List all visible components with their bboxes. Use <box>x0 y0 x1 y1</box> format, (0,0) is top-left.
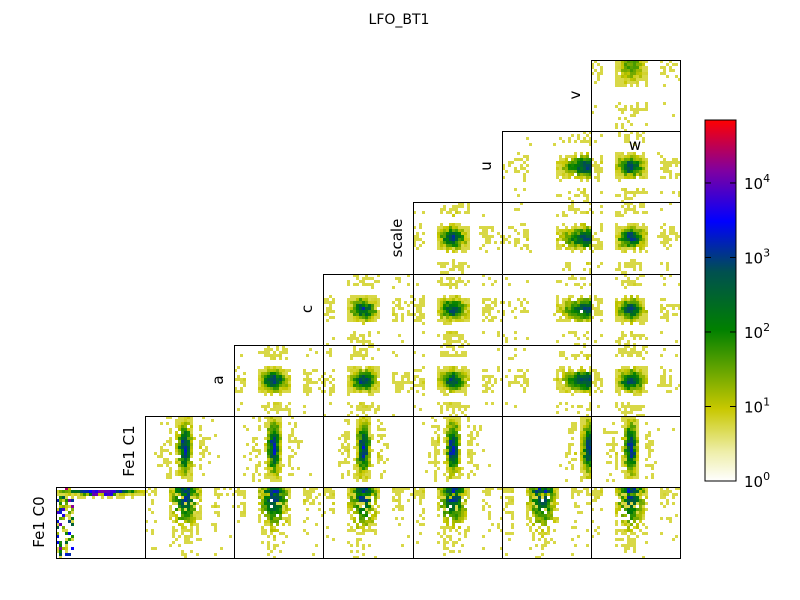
parameter-label: scale <box>388 219 406 258</box>
colorbar-gradient <box>704 119 737 482</box>
colorbar-tick-label: 102 <box>744 321 770 342</box>
parameter-label: u <box>477 161 495 171</box>
histogram-panel <box>591 416 681 488</box>
histogram-panel <box>145 416 235 488</box>
histogram-panel <box>502 131 592 203</box>
histogram-panel <box>591 60 681 132</box>
histogram-panel <box>413 416 503 488</box>
histogram-panel <box>323 416 414 488</box>
chart-title: LFO_BT1 <box>369 12 430 28</box>
histogram-panel <box>591 202 681 275</box>
parameter-label: c <box>298 305 316 313</box>
colorbar-tick-label: 100 <box>744 470 770 491</box>
histogram-panel <box>56 487 146 559</box>
parameter-label: v <box>566 90 584 99</box>
colorbar-ticks: 100 101 102 103 104 <box>705 172 770 491</box>
histogram-panel <box>502 487 592 559</box>
histogram-panel <box>413 345 503 417</box>
parameter-label: a <box>209 375 227 384</box>
parameter-label: w <box>629 136 641 154</box>
histogram-panel <box>234 487 324 559</box>
parameter-label: Fe1 C0 <box>30 496 48 547</box>
histogram-panel <box>323 487 414 559</box>
histogram-panel <box>413 487 503 559</box>
histogram-panel <box>591 131 681 203</box>
colorbar-tick-label: 101 <box>744 395 770 416</box>
histogram-panel <box>591 345 681 417</box>
histogram-panel <box>413 274 503 346</box>
colorbar-tick-label: 104 <box>744 172 770 193</box>
histogram-panel <box>145 487 235 559</box>
histogram-panel <box>502 202 592 275</box>
histogram-panel <box>323 274 414 346</box>
histogram-panels <box>56 60 681 559</box>
parameter-labels: Fe1 C0 Fe1 C1 a c scale u v w <box>30 90 641 547</box>
colorbar: 100 101 102 103 104 <box>704 119 770 491</box>
parameter-label: Fe1 C1 <box>120 425 138 476</box>
histogram-panel <box>323 345 414 417</box>
histogram-panel <box>502 416 592 488</box>
panel-frame <box>502 416 592 488</box>
histogram-panel <box>234 416 324 488</box>
histogram-panel <box>502 345 592 417</box>
histogram-panel <box>234 345 324 417</box>
panel-frame <box>591 60 681 132</box>
histogram-panel <box>413 202 503 275</box>
histogram-panel <box>591 274 681 346</box>
colorbar-tick-label: 103 <box>744 246 770 267</box>
